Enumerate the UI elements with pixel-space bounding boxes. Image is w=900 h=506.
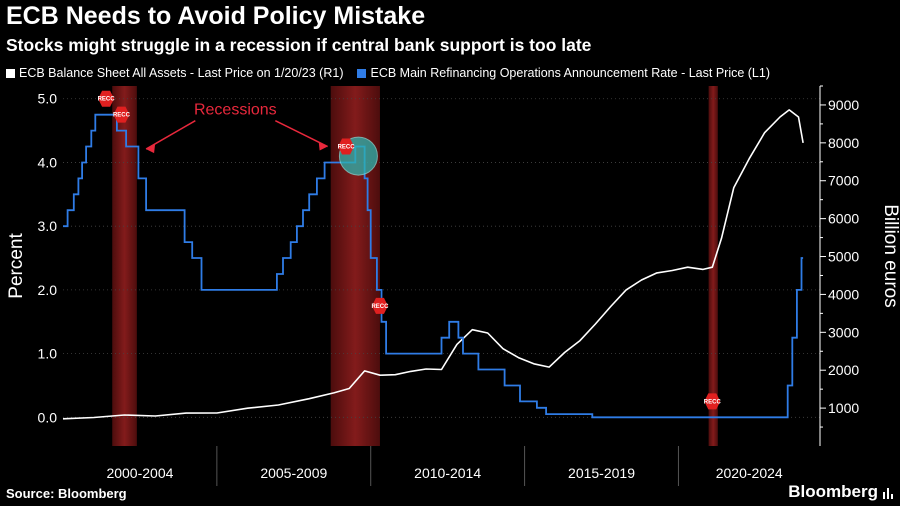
right-tick-label-8: 9000 <box>828 97 859 113</box>
brand-logo: Bloomberg <box>788 482 878 501</box>
right-tick-label-2: 3000 <box>828 324 859 340</box>
right-tick-label-1: 2000 <box>828 362 859 378</box>
left-tick-label-1: 1.0 <box>38 346 58 362</box>
recc-marker-label-2: RECC <box>338 145 356 151</box>
right-tick-label-0: 1000 <box>828 400 859 416</box>
left-tick-label-5: 5.0 <box>38 91 58 107</box>
annotation-arrow-left <box>145 120 196 150</box>
recc-marker-2 <box>338 138 355 155</box>
left-axis-label: Percent <box>6 233 27 299</box>
recc-marker-3 <box>371 297 388 314</box>
x-category-label-3: 2015-2019 <box>568 465 635 481</box>
recc-marker-label-4: RECC <box>704 399 722 405</box>
right-tick-label-3: 4000 <box>828 286 859 302</box>
right-tick-label-7: 8000 <box>828 135 859 151</box>
right-tick-label-4: 5000 <box>828 249 859 265</box>
right-tick-label-5: 6000 <box>828 211 859 227</box>
recc-marker-label-1: RECC <box>113 113 131 119</box>
bar-chart-icon <box>883 488 893 499</box>
recession-band-0 <box>112 86 137 446</box>
chart-subtitle: Stocks might struggle in a recession if … <box>6 35 592 55</box>
legend-swatch-refi-rate <box>357 68 367 78</box>
recc-marker-label-0: RECC <box>98 97 116 103</box>
recc-marker-0 <box>98 90 115 107</box>
chart-legend: ECB Balance Sheet All Assets - Last Pric… <box>6 66 784 80</box>
legend-swatch-balance-sheet <box>6 68 15 78</box>
x-category-label-2: 2010-2014 <box>414 465 481 481</box>
legend-item-balance-sheet: ECB Balance Sheet All Assets - Last Pric… <box>6 66 343 80</box>
recc-marker-4 <box>704 393 721 410</box>
left-tick-label-0: 0.0 <box>38 409 58 425</box>
left-tick-label-4: 4.0 <box>38 154 58 170</box>
legend-item-refi-rate: ECB Main Refinancing Operations Announce… <box>357 66 770 80</box>
recc-marker-1 <box>113 106 130 123</box>
right-axis-label: Billion euros <box>880 204 900 308</box>
series-balance-sheet-line <box>62 109 804 420</box>
x-category-label-4: 2020-2024 <box>716 465 783 481</box>
annotation-recessions-label: Recessions <box>194 102 277 119</box>
x-category-label-0: 2000-2004 <box>106 465 173 481</box>
left-tick-label-3: 3.0 <box>38 218 58 234</box>
annotation-arrowhead-left <box>146 144 156 154</box>
recc-marker-label-3: RECC <box>371 304 389 310</box>
right-tick-label-6: 7000 <box>828 173 859 189</box>
x-category-label-1: 2005-2009 <box>260 465 327 481</box>
source-note: Source: Bloomberg <box>6 486 127 501</box>
series-refi-rate-line <box>63 113 804 419</box>
legend-label-balance-sheet: ECB Balance Sheet All Assets - Last Pric… <box>19 66 344 80</box>
left-tick-label-2: 2.0 <box>38 282 58 298</box>
chart-title: ECB Needs to Avoid Policy Mistake <box>6 2 426 30</box>
legend-label-refi-rate: ECB Main Refinancing Operations Announce… <box>370 66 770 80</box>
annotation-arrowhead-right <box>318 141 328 151</box>
